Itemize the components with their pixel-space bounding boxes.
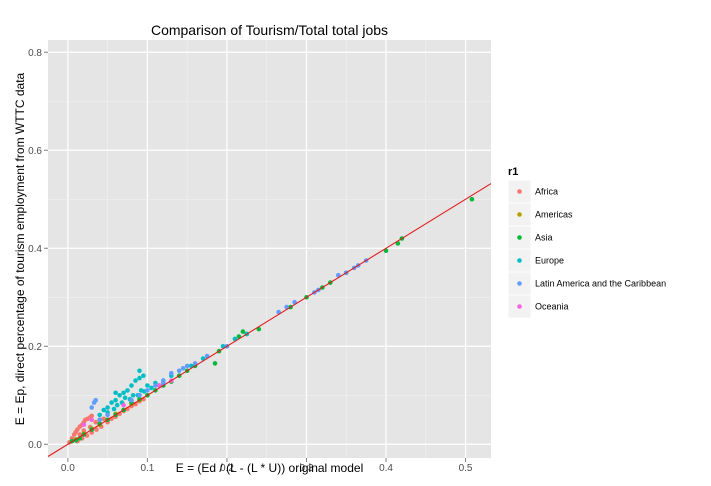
reference-line: [47, 183, 492, 457]
legend-key-dot: [517, 189, 522, 194]
legend-title: r1: [508, 166, 518, 178]
data-point: [169, 370, 174, 376]
data-point: [137, 368, 142, 374]
y-axis-title: E = Ep, direct percentage of tourism emp…: [13, 72, 27, 425]
data-point: [93, 397, 98, 403]
data-point: [97, 417, 102, 423]
data-point: [137, 393, 142, 398]
data-point: [94, 427, 99, 432]
data-point: [145, 388, 150, 393]
x-tick-label: 0.2: [220, 463, 234, 474]
legend-label: Europe: [535, 256, 564, 266]
data-point: [153, 383, 158, 388]
legend-label: Americas: [535, 210, 573, 220]
data-point: [117, 393, 122, 398]
x-axis-title: E = (Ed / (L - (L * U)) original model: [176, 461, 364, 475]
x-tick-label: 0.1: [140, 463, 154, 474]
data-point: [81, 422, 87, 428]
y-tick-label: 0.6: [28, 146, 42, 157]
data-point: [122, 395, 128, 401]
data-point: [141, 373, 146, 379]
data-point: [125, 388, 130, 393]
data-point: [113, 390, 118, 396]
data-point: [105, 405, 110, 410]
data-point: [176, 368, 182, 374]
data-point: [149, 385, 154, 391]
data-point: [89, 413, 94, 419]
legend-key-dot: [517, 304, 522, 309]
legend-key-dot: [517, 258, 522, 263]
plot-panel: [48, 40, 491, 458]
legend-label: Latin America and the Caribbean: [535, 279, 666, 289]
data-point: [111, 406, 117, 412]
data-point: [129, 383, 134, 388]
legend-key-dot: [517, 212, 522, 217]
data-point: [121, 402, 126, 408]
y-tick-label: 0.8: [28, 48, 42, 59]
data-point: [137, 375, 142, 381]
grid-lines: [48, 40, 491, 458]
x-tick-label: 0.5: [459, 463, 473, 474]
data-point: [101, 416, 106, 422]
data-point: [130, 393, 136, 398]
y-tick-label: 0.2: [28, 342, 42, 353]
legend-label: Asia: [535, 233, 553, 243]
legend-label: Africa: [535, 187, 558, 197]
data-point: [145, 383, 150, 388]
data-point: [133, 378, 138, 383]
legend: r1 Africa Americas Asia Europe Latin America…: [507, 166, 666, 319]
legend-label: Oceania: [535, 302, 569, 312]
data-point: [101, 407, 106, 413]
axis-ticks: 0.0 0.1 0.2 0.3 0.4 0.5 0.0 0.2 0.4 0.6 0.8: [28, 48, 473, 474]
data-point: [113, 397, 118, 403]
data-point: [121, 390, 126, 396]
x-tick-label: 0.3: [300, 463, 314, 474]
chart-title: Comparison of Tourism/Total total jobs: [151, 22, 388, 38]
y-tick-label: 0.4: [28, 244, 42, 255]
data-point: [469, 197, 475, 202]
data-point: [212, 361, 218, 366]
data-point: [105, 412, 110, 418]
data-point: [184, 363, 190, 369]
data-point: [129, 397, 134, 403]
data-point: [89, 417, 94, 423]
data-point: [114, 402, 120, 408]
data-point: [109, 400, 114, 405]
legend-key-dot: [517, 281, 522, 286]
data-point: [97, 412, 102, 418]
legend-key-dot: [517, 235, 522, 240]
reference-line-group: [47, 183, 492, 457]
x-tick-label: 0.4: [379, 463, 393, 474]
data-point: [240, 329, 246, 334]
y-tick-label: 0.0: [28, 440, 42, 451]
data-point: [180, 366, 186, 371]
data-point: [93, 419, 98, 425]
x-tick-label: 0.0: [61, 463, 75, 474]
data-point: [89, 405, 94, 410]
